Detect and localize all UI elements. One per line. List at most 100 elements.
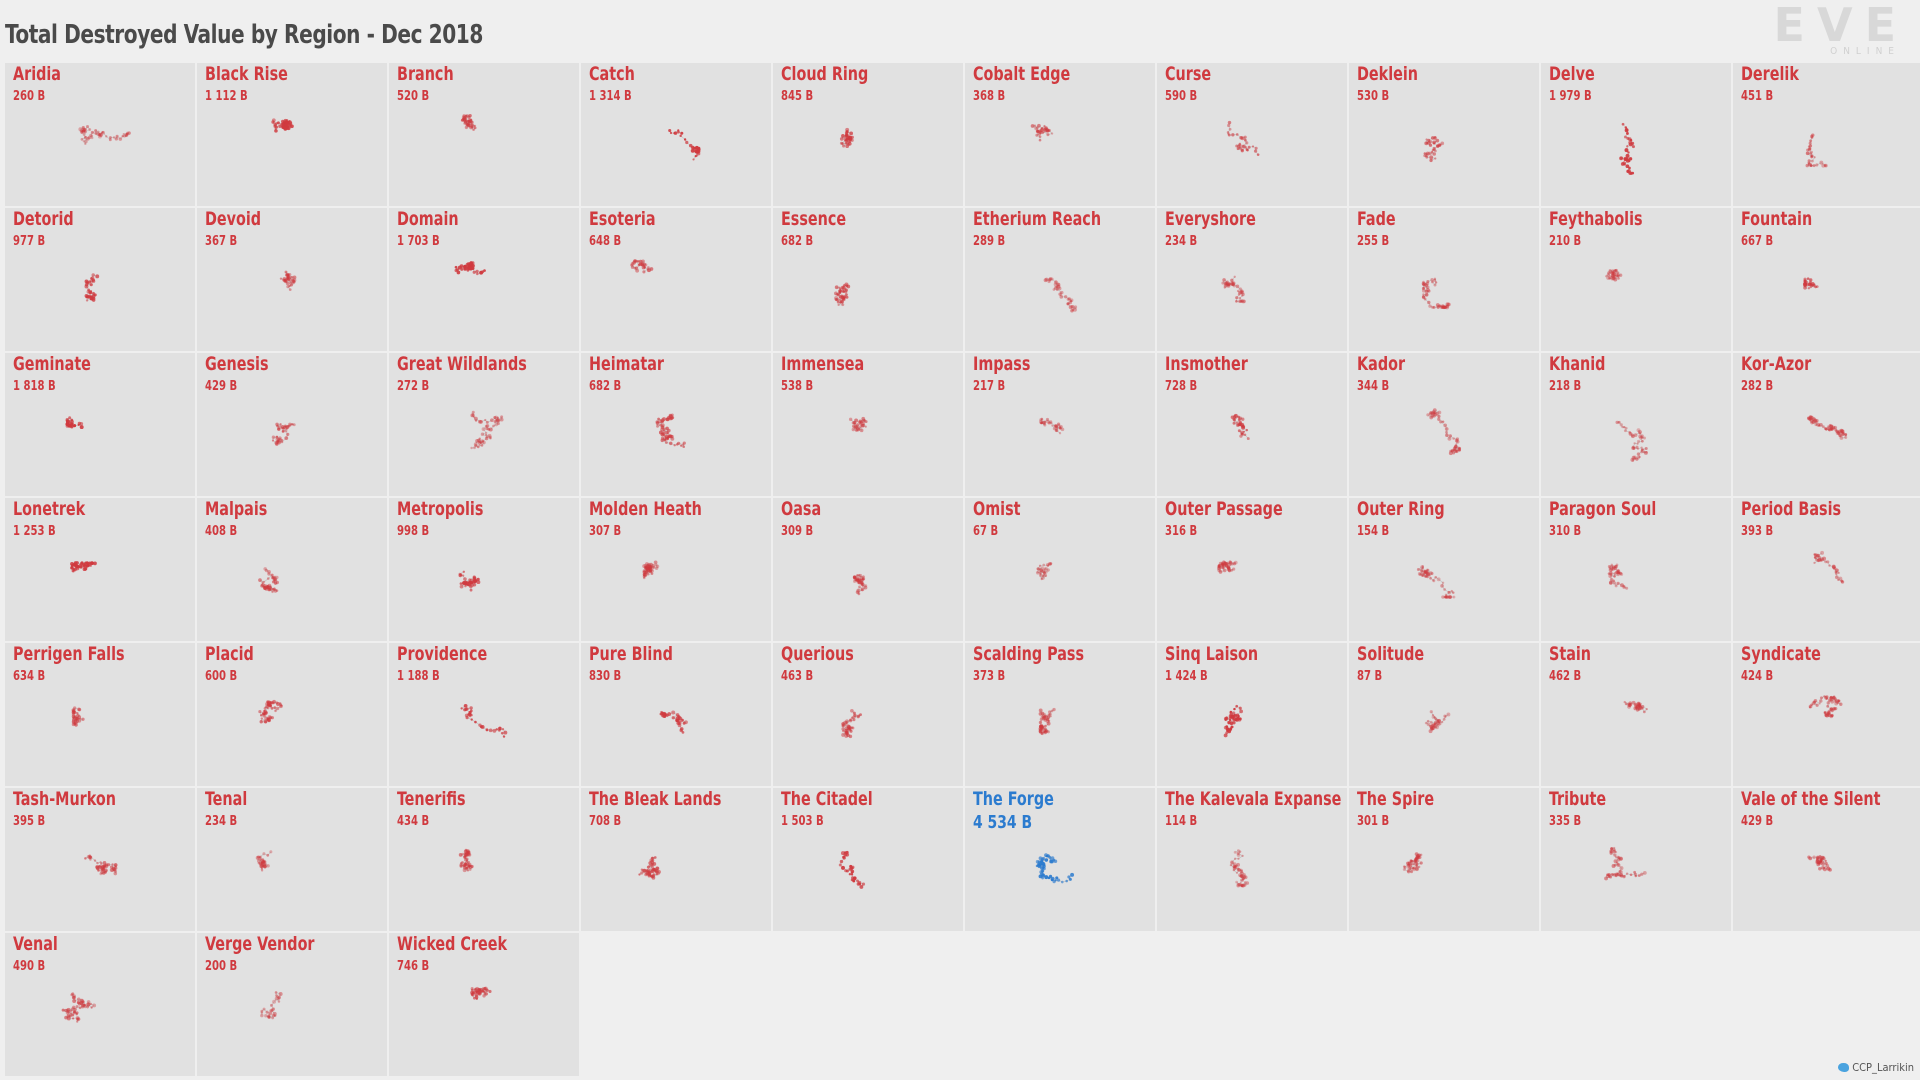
gate-link <box>1820 697 1822 702</box>
system-point <box>1431 148 1434 152</box>
system-point <box>1617 277 1620 280</box>
system-point <box>1458 449 1461 452</box>
system-point <box>1810 154 1814 158</box>
system-point <box>852 718 856 722</box>
system-point <box>850 871 854 874</box>
gate-link <box>1833 427 1836 429</box>
system-point <box>1235 300 1238 303</box>
system-point <box>1825 695 1829 699</box>
region-name: Solitude <box>1357 643 1425 665</box>
system-point <box>1227 133 1231 137</box>
system-point <box>1045 729 1049 733</box>
system-point <box>1039 724 1044 729</box>
system-point <box>1828 709 1831 713</box>
system-point <box>273 575 277 578</box>
region-name: Stain <box>1549 643 1592 665</box>
system-point <box>1809 285 1812 289</box>
region-value: 830 B <box>589 669 622 684</box>
system-point <box>1430 278 1434 282</box>
gate-link <box>1632 443 1636 448</box>
system-point <box>80 137 84 141</box>
region-starmap <box>1424 710 1451 734</box>
system-point <box>1243 883 1247 887</box>
system-point <box>1040 866 1045 871</box>
system-point <box>1233 413 1238 418</box>
system-point <box>113 863 118 867</box>
system-point <box>1059 295 1064 299</box>
system-point <box>95 274 100 279</box>
system-point <box>1830 699 1835 704</box>
system-point <box>97 865 102 869</box>
system-point <box>463 855 467 859</box>
system-point <box>1256 153 1260 156</box>
logo-main-text: EVE <box>1773 0 1908 52</box>
system-point <box>1052 707 1056 712</box>
gate-link <box>1637 447 1642 450</box>
system-point <box>463 116 467 121</box>
system-point <box>1624 426 1628 430</box>
region-starmap <box>70 561 97 573</box>
system-point <box>1235 300 1238 303</box>
system-point <box>673 444 676 447</box>
system-point <box>1232 714 1236 718</box>
system-point <box>454 265 458 269</box>
system-point <box>73 722 77 726</box>
system-point <box>1044 728 1048 733</box>
system-point <box>73 714 77 718</box>
system-point <box>845 852 850 857</box>
system-point <box>461 852 465 856</box>
system-point <box>1809 139 1813 143</box>
system-point <box>1238 873 1242 877</box>
system-point <box>1608 580 1613 585</box>
system-point <box>1433 277 1437 281</box>
system-point <box>1047 279 1051 284</box>
system-point <box>1440 304 1445 309</box>
system-point <box>1241 883 1245 888</box>
system-point <box>1616 274 1620 278</box>
system-point <box>1424 289 1429 294</box>
system-point <box>271 576 275 580</box>
system-point <box>1239 878 1243 882</box>
system-point <box>84 857 87 860</box>
system-point <box>1223 284 1228 288</box>
gate-link <box>1241 882 1246 886</box>
system-point <box>485 431 488 435</box>
region-value: 590 B <box>1165 89 1198 104</box>
system-point <box>1049 421 1053 425</box>
system-point <box>84 284 89 289</box>
system-point <box>1231 282 1236 287</box>
system-point <box>1230 281 1235 286</box>
system-point <box>1433 413 1438 417</box>
system-point <box>1072 307 1077 312</box>
system-point <box>264 711 268 715</box>
system-point <box>861 584 865 587</box>
system-point <box>464 125 469 130</box>
system-point <box>495 728 499 731</box>
system-point <box>484 436 489 441</box>
region-name: Outer Ring <box>1357 498 1445 520</box>
system-point <box>1824 427 1828 431</box>
system-point <box>463 265 467 269</box>
system-point <box>1820 557 1824 562</box>
system-point <box>1224 564 1229 568</box>
region-name: Perrigen Falls <box>13 643 125 665</box>
system-point <box>503 730 508 735</box>
system-point <box>845 730 850 735</box>
system-point <box>1435 725 1439 730</box>
system-point <box>1428 143 1433 147</box>
system-point <box>84 142 87 146</box>
system-point <box>1230 569 1233 572</box>
system-point <box>1435 718 1438 722</box>
system-point <box>1605 275 1608 278</box>
system-point <box>1233 707 1236 711</box>
gate-link <box>265 863 269 867</box>
gate-link <box>1043 422 1045 425</box>
system-point <box>1429 576 1432 580</box>
system-point <box>257 861 260 865</box>
system-point <box>838 295 843 299</box>
region-name: Detorid <box>13 208 74 230</box>
system-point <box>1235 871 1239 875</box>
system-point <box>1430 150 1434 154</box>
system-point <box>1608 568 1613 572</box>
region-cell: Solitude 87 B <box>1349 643 1539 786</box>
